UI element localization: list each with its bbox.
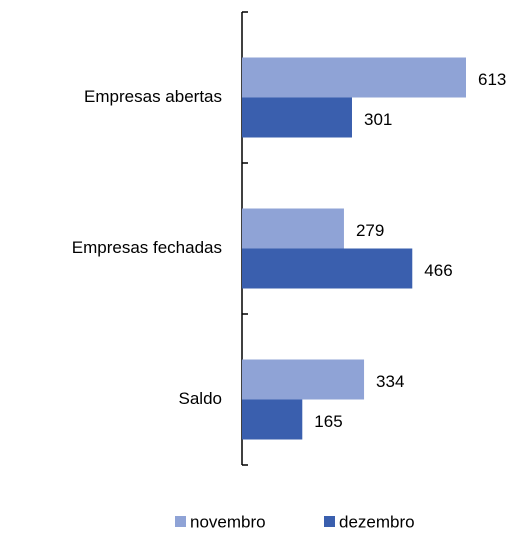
- data-label: 301: [364, 110, 392, 129]
- bar: [242, 399, 303, 440]
- bar: [242, 208, 344, 249]
- bar: [242, 248, 413, 289]
- data-label: 334: [376, 372, 404, 391]
- bar: [242, 359, 365, 400]
- data-label: 279: [356, 221, 384, 240]
- legend-swatch: [175, 516, 186, 527]
- bar: [242, 97, 352, 138]
- y-tick-label: Saldo: [179, 389, 222, 408]
- data-label: 165: [314, 412, 342, 431]
- y-tick-label: Empresas abertas: [84, 87, 222, 106]
- y-tick-label: Empresas fechadas: [72, 238, 222, 257]
- bar: [242, 57, 466, 98]
- data-label: 613: [478, 70, 506, 89]
- legend-label: dezembro: [339, 512, 415, 531]
- legend-label: novembro: [190, 512, 266, 531]
- data-label: 466: [424, 261, 452, 280]
- legend-swatch: [324, 516, 335, 527]
